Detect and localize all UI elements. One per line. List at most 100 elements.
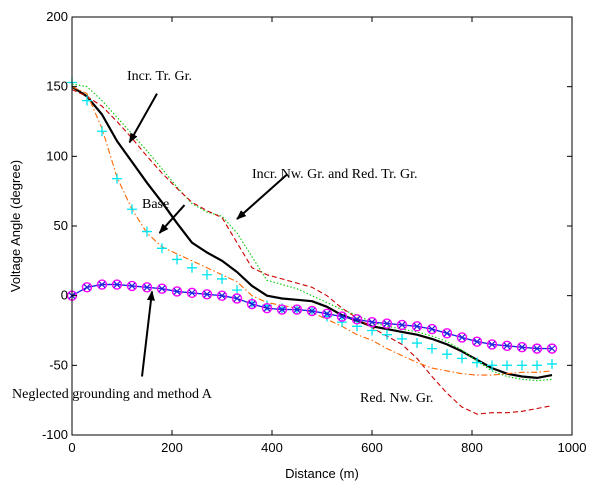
plus-marker [157,243,167,254]
x-marker [443,329,451,337]
y-tick-label: 100 [46,148,68,163]
y-tick-label: 150 [46,79,68,94]
series-layer [66,77,558,415]
annotation-base: Base [142,197,169,212]
y-axis-label: Voltage Angle (degree) [8,160,23,292]
x-marker [458,334,466,341]
x-marker [83,283,91,291]
plus-marker [502,360,512,371]
circle-marker [126,280,138,292]
plus-marker [352,321,362,332]
plus-marker [82,95,92,106]
plus-marker [517,360,527,371]
annotation-arrow [158,204,186,234]
plus-marker [412,338,422,349]
x-marker [98,281,106,288]
y-tick-label: -100 [42,427,68,442]
x-tick-label: 600 [361,440,383,455]
circle-marker [246,298,258,310]
x-marker [218,292,226,300]
axis-layer: 0 200 400 600 800 1000 -100 -50 0 50 100 150 200 [42,9,586,455]
circle-marker [96,279,108,290]
x-marker [143,283,151,291]
annotation-red-nw-gr: Red. Nw. Gr. [360,391,433,406]
circle-marker [261,303,273,314]
x-marker [293,306,301,314]
plus-marker [382,329,392,340]
annotation-layer: Incr. Tr. Gr. Incr. Nw. Gr. and Red. Tr.… [12,69,433,406]
plus-marker [442,349,452,360]
circle-marker [366,316,378,328]
x-marker [398,321,406,329]
x-marker [263,304,271,312]
x-marker [278,306,286,314]
x-marker [188,289,196,297]
plus-marker [547,358,557,369]
x-marker [353,315,361,323]
x-marker [368,318,376,326]
series-incr-nw-red-tr-line [71,89,553,415]
circle-marker [516,342,528,353]
x-marker [308,307,316,315]
y-tick-label: 0 [61,288,68,303]
annotation-incr-nw-red-tr: Incr. Nw. Gr. and Red. Tr. Gr. [252,167,418,182]
x-marker [233,295,241,302]
circle-marker [501,340,513,352]
circle-marker [306,305,318,317]
x-tick-label: 800 [461,440,483,455]
x-marker [413,322,421,330]
x-marker [248,300,256,308]
y-tick-label: 50 [54,218,68,233]
circle-marker [156,283,168,294]
circle-marker [471,336,483,347]
plus-marker [337,317,347,328]
circle-marker [351,314,363,325]
x-marker [473,338,481,346]
circle-marker [381,318,393,329]
x-tick-label: 0 [68,440,75,455]
plus-marker [142,226,152,237]
circle-marker [411,321,423,332]
x-marker [518,343,526,351]
plus-marker [187,262,197,273]
x-marker [323,310,331,318]
plus-marker [127,204,137,215]
series-neglected [66,279,558,354]
x-marker [383,320,391,327]
circle-marker [276,304,288,315]
x-marker [113,281,121,288]
x-marker [428,325,436,333]
circle-marker [336,311,348,322]
annotation-arrow [236,173,288,220]
x-marker [503,342,511,350]
plus-marker [487,360,497,371]
plus-marker [397,333,407,344]
circle-marker [186,287,198,299]
annotation-incr-tr-gr: Incr. Tr. Gr. [127,69,192,84]
x-tick-label: 400 [261,440,283,455]
annotation-neglected: Neglected grounding and method A [12,387,213,402]
circle-marker [231,293,243,304]
annotation-arrow [141,290,155,377]
plus-marker [427,343,437,354]
plus-marker [532,360,542,371]
x-marker [203,290,211,298]
x-marker [173,288,181,295]
y-tick-label: -50 [49,357,68,372]
circle-marker [216,290,228,301]
circle-marker [486,339,498,350]
circle-marker [396,319,408,331]
series-incr-nw-red-tr [71,89,553,415]
x-marker [158,285,166,293]
annotation-arrow [128,93,158,144]
x-axis-label: Distance (m) [285,466,359,481]
circle-marker [531,343,543,354]
plus-marker [97,126,107,137]
circle-marker [201,289,213,300]
x-marker [548,345,556,353]
plus-marker [457,353,467,364]
x-marker [533,345,541,353]
circle-marker [171,286,183,297]
